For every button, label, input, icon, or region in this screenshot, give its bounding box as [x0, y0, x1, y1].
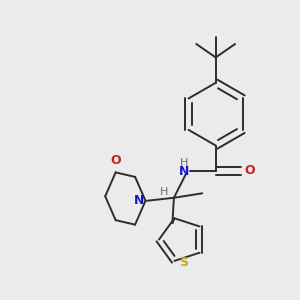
Text: N: N — [134, 194, 145, 207]
Text: O: O — [245, 164, 255, 177]
Text: O: O — [110, 154, 121, 167]
Text: H: H — [180, 158, 188, 167]
Text: H: H — [160, 188, 169, 197]
Text: N: N — [178, 165, 189, 178]
Text: S: S — [179, 256, 188, 269]
